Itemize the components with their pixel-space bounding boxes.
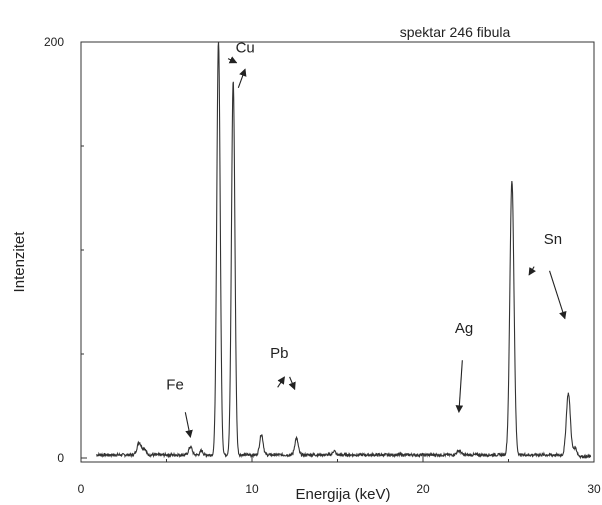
peak-arrow bbox=[288, 376, 296, 391]
chart-title: spektar 246 fibula bbox=[400, 24, 511, 40]
x-tick-label: 30 bbox=[587, 482, 601, 496]
peak-label: Fe bbox=[166, 376, 184, 393]
peak-arrow bbox=[184, 412, 193, 438]
peak-arrow bbox=[227, 56, 238, 64]
peak-label: Pb bbox=[270, 345, 288, 362]
peak-arrow bbox=[237, 68, 247, 88]
plot-frame bbox=[80, 41, 595, 463]
x-axis-title: Energija (keV) bbox=[295, 486, 390, 503]
peak-arrow bbox=[455, 360, 464, 414]
peak-label: Sn bbox=[544, 231, 562, 248]
peak-label: Cu bbox=[236, 39, 255, 56]
x-tick-label: 10 bbox=[245, 482, 259, 496]
tick-labels: 0 10 20 30 0 200 bbox=[44, 35, 601, 496]
peak-arrow bbox=[549, 270, 567, 320]
spectrum-line bbox=[96, 41, 592, 460]
x-tick-label: 20 bbox=[416, 482, 430, 496]
tick-marks bbox=[80, 41, 595, 462]
peak-arrow bbox=[277, 376, 285, 388]
x-tick-label: 0 bbox=[78, 482, 85, 496]
peak-annotations: Cu Fe Pb Ag Sn bbox=[166, 39, 567, 438]
peak-label: Ag bbox=[455, 320, 473, 337]
y-tick-label: 0 bbox=[57, 451, 64, 465]
y-tick-label: 200 bbox=[44, 35, 64, 49]
y-axis-title: Intenzitet bbox=[11, 231, 28, 293]
peak-arrow bbox=[528, 266, 536, 276]
